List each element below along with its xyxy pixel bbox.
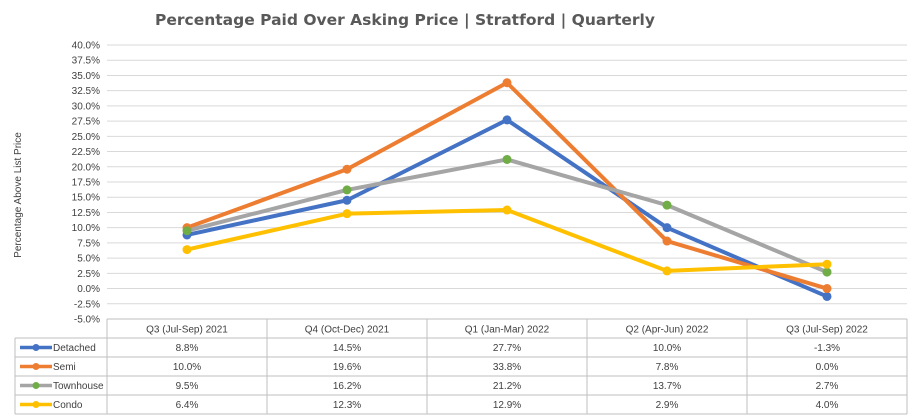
data-point-semi: [822, 284, 832, 294]
data-point-townhouse: [182, 226, 192, 236]
y-axis-label: Percentage Above List Price: [13, 132, 24, 258]
y-tick-label: -2.5%: [74, 299, 100, 310]
y-tick-label: 32.5%: [72, 86, 100, 97]
data-label: 21.2%: [493, 381, 521, 392]
data-label: 19.6%: [333, 362, 361, 373]
y-tick-label: 20.0%: [72, 162, 100, 173]
data-point-semi: [662, 236, 672, 246]
legend-entry: Townhouse: [53, 381, 104, 392]
data-point-townhouse: [822, 267, 832, 277]
data-point-detached: [502, 115, 512, 125]
legend-entry: Condo: [53, 400, 83, 411]
data-label: 13.7%: [653, 381, 681, 392]
y-tick-label: 10.0%: [72, 223, 100, 234]
legend-entry: Detached: [53, 343, 96, 354]
x-tick-label: Q4 (Oct-Dec) 2021: [305, 325, 390, 336]
data-label: 16.2%: [333, 381, 361, 392]
data-table: Q3 (Jul-Sep) 2021 Q4 (Oct-Dec) 2021 Q1 (Ja…: [14, 318, 908, 415]
y-tick-label: -5.0%: [74, 315, 100, 326]
data-label: 12.9%: [493, 400, 521, 411]
data-point-townhouse: [662, 200, 672, 210]
data-label: 10.0%: [653, 343, 681, 354]
x-tick-label: Q1 (Jan-Mar) 2022: [465, 325, 550, 336]
y-tick-label: 35.0%: [72, 71, 100, 82]
y-tick-label: 17.5%: [72, 178, 100, 189]
data-label: 0.0%: [816, 362, 839, 373]
data-point-townhouse: [502, 154, 512, 164]
x-tick-label: Q3 (Jul-Sep) 2021: [146, 325, 228, 336]
data-point-condo: [182, 245, 192, 255]
y-tick-label: 25.0%: [72, 132, 100, 143]
data-point-condo: [662, 266, 672, 276]
data-point-townhouse: [342, 185, 352, 195]
data-label: -1.3%: [814, 343, 840, 354]
y-tick-label: 2.5%: [77, 269, 100, 280]
legend-key-marker: [32, 344, 40, 351]
legend-key-marker: [32, 363, 40, 370]
data-point-detached: [342, 195, 352, 205]
y-tick-label: 30.0%: [72, 101, 100, 112]
data-label: 33.8%: [493, 362, 521, 373]
y-tick-label: 37.5%: [72, 56, 100, 67]
data-label: 27.7%: [493, 343, 521, 354]
data-label: 2.9%: [656, 400, 679, 411]
data-label: 10.0%: [173, 362, 201, 373]
data-point-semi: [502, 78, 512, 88]
series-markers: [182, 78, 832, 301]
y-tick-label: 22.5%: [72, 147, 100, 158]
y-tick-label: 27.5%: [72, 117, 100, 128]
x-tick-label: Q2 (Apr-Jun) 2022: [626, 325, 709, 336]
series-lines: [185, 80, 829, 299]
data-label: 4.0%: [816, 400, 839, 411]
data-point-condo: [822, 259, 832, 269]
data-label: 14.5%: [333, 343, 361, 354]
data-point-condo: [342, 209, 352, 219]
y-tick-label: 12.5%: [72, 208, 100, 219]
data-label: 9.5%: [176, 381, 199, 392]
y-tick-labels: 40.0% 37.5% 35.0% 32.5% 30.0% 27.5% 25.0% 22.5%…: [72, 41, 100, 326]
y-tick-label: 5.0%: [77, 254, 100, 265]
y-tick-label: 7.5%: [77, 238, 100, 249]
y-tick-label: 15.0%: [72, 193, 100, 204]
data-label: 8.8%: [176, 343, 199, 354]
data-point-semi: [342, 164, 352, 174]
y-tick-label: 0.0%: [77, 284, 100, 295]
legend-entry: Semi: [53, 362, 76, 373]
data-point-detached: [822, 291, 832, 301]
data-point-detached: [662, 223, 672, 233]
gridlines: [107, 44, 907, 320]
data-label: 2.7%: [816, 381, 839, 392]
y-tick-label: 40.0%: [72, 41, 100, 52]
chart-title: Percentage Paid Over Asking Price | Stra…: [155, 11, 655, 30]
data-label: 6.4%: [176, 400, 199, 411]
data-label: 7.8%: [656, 362, 679, 373]
data-point-condo: [502, 205, 512, 215]
data-label: 12.3%: [333, 400, 361, 411]
x-tick-label: Q3 (Jul-Sep) 2022: [786, 325, 868, 336]
legend-key-marker: [32, 382, 40, 389]
legend-key-marker: [32, 401, 40, 408]
